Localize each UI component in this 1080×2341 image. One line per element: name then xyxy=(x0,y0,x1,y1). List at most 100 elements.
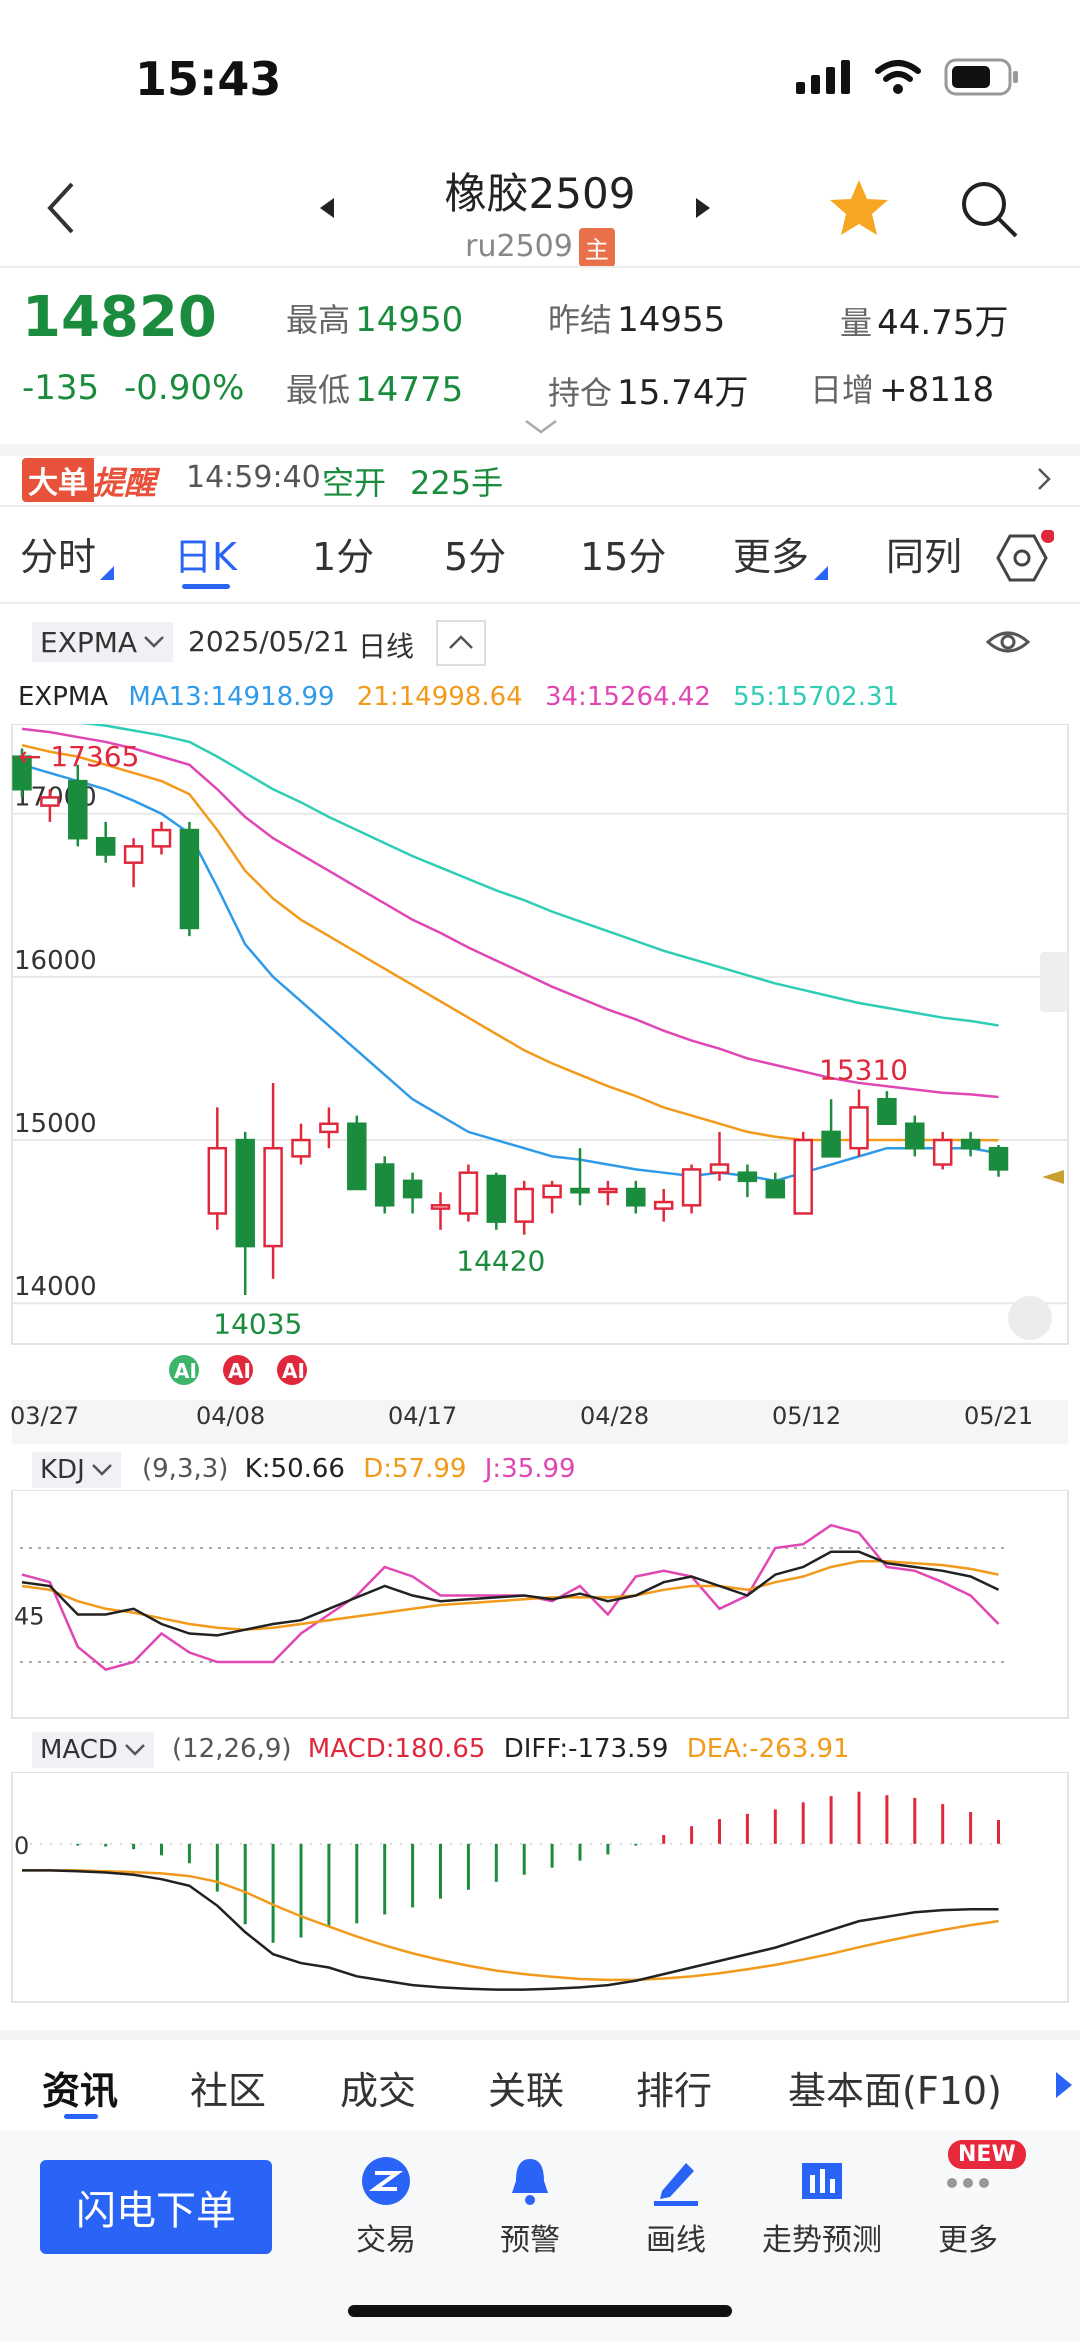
warn-label: 预警 xyxy=(500,2223,560,2258)
macd-chart[interactable]: 0 xyxy=(0,1772,1080,2004)
volume-block: 量 44.75万 xyxy=(840,295,1008,344)
y-tick-label: 14000 xyxy=(14,1272,97,1302)
tab-intraday[interactable]: 分时 xyxy=(20,535,97,579)
alert-action: 空开 xyxy=(322,464,387,502)
macd-dea: DEA:-263.91 xyxy=(686,1734,850,1764)
trade-action[interactable]: 交易 xyxy=(316,2155,456,2259)
alert-badge-a: 大单 xyxy=(22,458,94,502)
tab-more[interactable]: 更多 xyxy=(733,535,810,579)
tab-ranking[interactable]: 排行 xyxy=(636,2069,713,2113)
candle-up xyxy=(207,1146,228,1215)
next-contract-icon[interactable] xyxy=(694,196,712,220)
open-interest-block: 持仓 15.74万 xyxy=(548,365,748,414)
tab-same-column[interactable]: 同列 xyxy=(886,535,963,579)
macd-axis-label: 0 xyxy=(14,1832,29,1860)
macd-selector[interactable]: MACD xyxy=(32,1732,154,1768)
prev-contract-icon[interactable] xyxy=(318,196,336,220)
warn-action[interactable]: 预警 xyxy=(460,2155,600,2259)
ai-badge-label: AI xyxy=(282,1359,305,1383)
candle-down xyxy=(374,1163,395,1207)
x-tick-label: 05/21 xyxy=(964,1402,1033,1430)
high-marker-label: ← 17365 xyxy=(18,740,139,773)
candle-up xyxy=(709,1163,730,1174)
low-label: 最低 xyxy=(286,371,351,409)
kdj-chart[interactable]: 45 xyxy=(0,1490,1080,1720)
price-change-pct: -0.90% xyxy=(124,368,245,408)
candle-up xyxy=(598,1187,618,1194)
eye-icon[interactable] xyxy=(986,624,1030,660)
candle-down xyxy=(960,1138,981,1150)
kdj-axis-label: 45 xyxy=(14,1603,45,1631)
tab-fundamentals[interactable]: 基本面(F10) xyxy=(788,2069,1002,2113)
chevron-down-icon xyxy=(144,636,164,648)
chart-date: 2025/05/21 xyxy=(188,625,350,658)
last-price-marker xyxy=(1042,1170,1064,1184)
candle-down xyxy=(235,1138,255,1248)
low-value: 14775 xyxy=(355,370,464,410)
macd-frame xyxy=(11,1772,1069,2003)
volume-label: 量 xyxy=(840,304,873,342)
low-label-2: 14420 xyxy=(456,1245,545,1278)
x-tick-label: 04/28 xyxy=(580,1402,649,1430)
more-label: 更多 xyxy=(938,2223,998,2258)
legend-ma55: 55:15702.31 xyxy=(733,682,900,712)
macd-diff: DIFF:-173.59 xyxy=(503,1734,669,1764)
more-dots-icon xyxy=(947,2178,989,2188)
collapse-toggle[interactable] xyxy=(436,620,486,666)
indicator-selector[interactable]: EXPMA xyxy=(32,622,174,662)
tab-community[interactable]: 社区 xyxy=(190,2069,267,2113)
high-value: 14950 xyxy=(355,300,464,340)
candle-up xyxy=(653,1200,674,1210)
candle-down xyxy=(402,1179,423,1199)
flash-order-button[interactable]: 闪电下单 xyxy=(40,2160,272,2254)
back-icon[interactable] xyxy=(42,180,82,236)
candle-down xyxy=(626,1187,646,1207)
news-tab-underline xyxy=(64,2114,98,2119)
high-block: 最高 14950 xyxy=(286,295,463,341)
kdj-selector[interactable]: KDJ xyxy=(32,1452,121,1488)
tab-1min[interactable]: 1分 xyxy=(312,535,375,579)
candle-up xyxy=(263,1146,283,1248)
trade-icon xyxy=(362,2157,410,2205)
tab-5min[interactable]: 5分 xyxy=(444,535,507,579)
chart-frame xyxy=(11,724,1069,1345)
ai-badge xyxy=(169,1355,199,1385)
tab-news[interactable]: 资讯 xyxy=(42,2069,119,2113)
alert-badge-b: 提醒 xyxy=(92,464,157,502)
candle-up xyxy=(849,1106,869,1150)
tab-trades[interactable]: 成交 xyxy=(340,2069,417,2113)
candle-up xyxy=(151,828,172,848)
new-badge: NEW xyxy=(948,2140,1026,2169)
alert-qty: 225手 xyxy=(410,464,504,502)
forecast-action[interactable]: 走势预测 xyxy=(752,2155,892,2259)
draw-action[interactable]: 画线 xyxy=(606,2155,746,2259)
search-icon[interactable] xyxy=(958,178,1020,240)
favorite-star-icon[interactable] xyxy=(828,178,890,238)
tab-related[interactable]: 关联 xyxy=(488,2069,565,2113)
low-block: 最低 14775 xyxy=(286,365,463,411)
x-tick-label: 03/27 xyxy=(10,1402,79,1430)
daily-increase-block: 日增 +8118 xyxy=(810,365,994,411)
pen-line-icon xyxy=(654,2163,698,2206)
tab-dropdown-icon xyxy=(100,566,114,580)
settings-hex-icon[interactable] xyxy=(994,530,1054,586)
candle-up xyxy=(514,1187,534,1223)
kdj-legend: (9,3,3) K:50.66 D:57.99 J:35.99 xyxy=(142,1454,576,1484)
expand-chevron-icon[interactable] xyxy=(524,418,558,436)
big-order-alert[interactable]: 大单 提醒 14:59:40 空开 225手 xyxy=(0,452,1080,502)
ai-badge xyxy=(277,1355,307,1385)
section-divider xyxy=(0,2030,1080,2040)
candle-down xyxy=(570,1187,590,1194)
candle-down xyxy=(12,755,32,791)
chart-book-icon xyxy=(802,2163,842,2199)
tab-daily-k[interactable]: 日K xyxy=(174,535,237,579)
kline-chart[interactable]: 17000160001500014000← 173651531014035144… xyxy=(0,724,1080,1444)
date-axis-bg xyxy=(12,1400,1068,1444)
tab-15min[interactable]: 15分 xyxy=(580,535,667,579)
code-text: ru2509 xyxy=(465,229,573,264)
open-interest-value: 15.74万 xyxy=(617,373,749,413)
open-interest-label: 持仓 xyxy=(548,374,613,412)
tabs-scroll-icon[interactable] xyxy=(1054,2070,1074,2100)
macd-legend: (12,26,9) MACD:180.65 DIFF:-173.59 DEA:-… xyxy=(172,1734,850,1764)
more-action[interactable]: 更多 xyxy=(898,2155,1038,2259)
